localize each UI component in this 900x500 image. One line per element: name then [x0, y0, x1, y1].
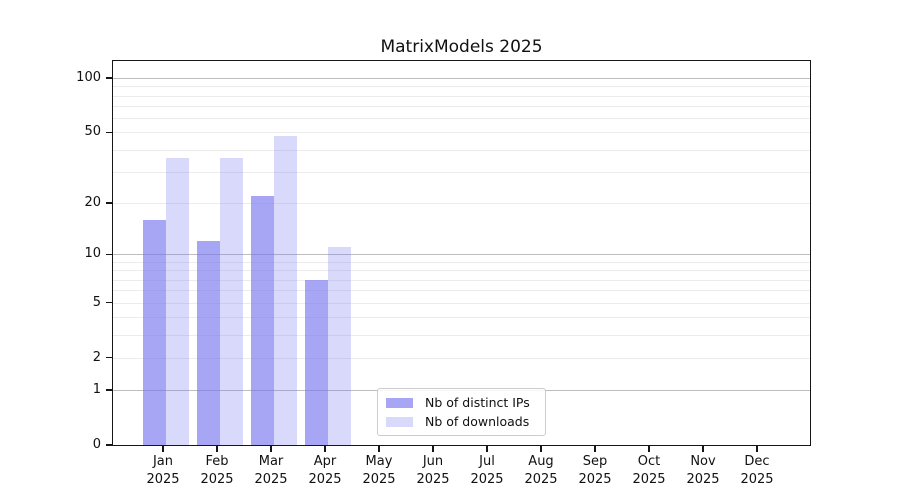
x-tick-label: May 2025: [362, 454, 396, 487]
minor-gridline: [113, 302, 810, 304]
legend-item-downloads: Nb of downloads: [386, 414, 545, 429]
minor-gridline: [113, 357, 810, 359]
y-tick-label: 5: [92, 294, 101, 310]
minor-gridline: [113, 86, 810, 88]
x-tick-mark: [756, 446, 758, 452]
x-tick-mark: [486, 446, 488, 452]
legend-item-distinct-ips: Nb of distinct IPs: [386, 395, 545, 410]
x-tick-mark: [162, 446, 164, 452]
x-tick-mark: [270, 446, 272, 452]
major-gridline: [113, 78, 810, 80]
minor-gridline: [113, 334, 810, 336]
y-tick-mark: [106, 131, 112, 134]
x-tick-mark: [648, 446, 650, 452]
y-tick-label: 2: [92, 349, 101, 365]
x-tick-label: Aug 2025: [524, 454, 558, 487]
x-tick-label: Sep 2025: [578, 454, 612, 487]
x-tick-mark: [540, 446, 542, 452]
minor-gridline: [113, 279, 810, 281]
y-tick-label: 50: [84, 124, 101, 140]
legend-label-distinct-ips: Nb of distinct IPs: [425, 395, 530, 410]
x-tick-label: Apr 2025: [308, 454, 342, 487]
legend-swatch-downloads: [386, 416, 413, 427]
bar-distinct-ips-jan: [143, 219, 166, 445]
bar-downloads-feb: [220, 157, 243, 445]
minor-gridline: [113, 106, 810, 108]
y-tick-label: 20: [84, 195, 101, 211]
y-tick-mark: [106, 356, 112, 359]
x-tick-label: Feb 2025: [200, 454, 234, 487]
y-tick-mark: [106, 301, 112, 304]
y-tick-label: 0: [92, 437, 101, 453]
x-tick-label: Jun 2025: [416, 454, 450, 487]
y-tick-mark: [106, 444, 112, 446]
legend-swatch-distinct-ips: [386, 397, 413, 408]
minor-gridline: [113, 118, 810, 120]
bar-distinct-ips-apr: [305, 279, 328, 445]
legend-label-downloads: Nb of downloads: [425, 414, 530, 429]
minor-gridline: [113, 132, 810, 134]
y-tick-mark: [106, 77, 112, 79]
x-tick-label: Mar 2025: [254, 454, 288, 487]
x-tick-mark: [324, 446, 326, 452]
x-tick-label: Jan 2025: [146, 454, 180, 487]
minor-gridline: [113, 171, 810, 173]
x-tick-mark: [594, 446, 596, 452]
x-tick-mark: [432, 446, 434, 452]
minor-gridline: [113, 290, 810, 292]
plot-area: Nb of distinct IPs Nb of downloads 0 1 2 5 1…: [76, 60, 811, 487]
major-gridline: [113, 254, 810, 256]
y-tick-label: 10: [84, 246, 101, 262]
x-tick-label: Jul 2025: [470, 454, 504, 487]
bar-distinct-ips-mar: [251, 195, 274, 445]
bar-downloads-apr: [328, 247, 351, 445]
x-tick-mark: [378, 446, 380, 452]
bar-downloads-mar: [274, 135, 297, 445]
y-tick-mark: [106, 202, 112, 204]
y-tick-mark: [106, 253, 112, 256]
minor-gridline: [113, 202, 810, 204]
x-tick-mark: [216, 446, 218, 452]
x-tick-label: Oct 2025: [632, 454, 666, 487]
x-tick-mark: [702, 446, 704, 452]
y-tick-label: 1: [92, 382, 101, 398]
bar-downloads-jan: [166, 157, 189, 445]
chart-title: MatrixModels 2025: [380, 37, 543, 57]
minor-gridline: [113, 270, 810, 272]
bar-distinct-ips-feb: [197, 241, 220, 445]
minor-gridline: [113, 261, 810, 263]
y-tick-mark: [106, 389, 112, 391]
minor-gridline: [113, 95, 810, 97]
x-tick-label: Nov 2025: [686, 454, 720, 487]
x-tick-label: Dec 2025: [740, 454, 774, 487]
legend: Nb of distinct IPs Nb of downloads: [377, 388, 546, 436]
minor-gridline: [113, 149, 810, 151]
y-tick-label: 100: [76, 70, 101, 86]
minor-gridline: [113, 317, 810, 319]
